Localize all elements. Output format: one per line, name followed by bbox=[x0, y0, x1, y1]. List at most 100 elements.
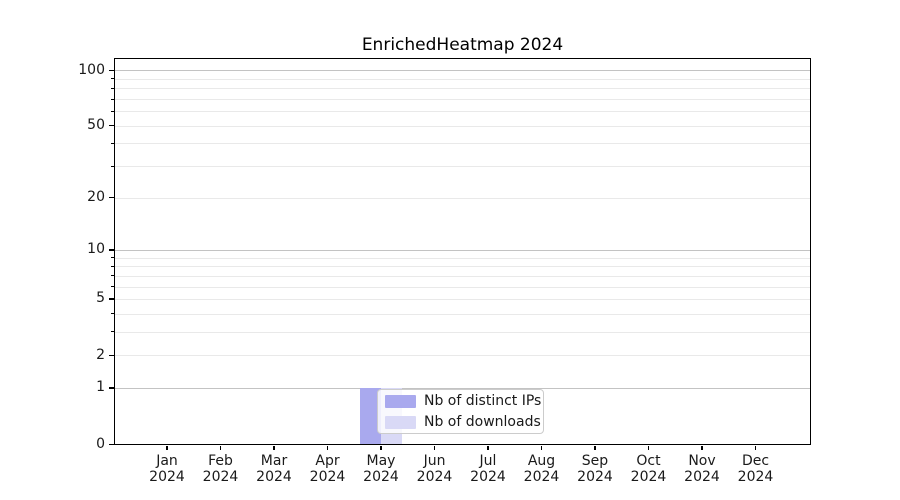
y-tick-mark bbox=[109, 443, 114, 445]
legend-swatch-icon bbox=[385, 394, 416, 408]
y-tick-mark bbox=[109, 387, 114, 389]
minor-gridline bbox=[115, 166, 810, 168]
x-tick-mark bbox=[326, 445, 329, 450]
y-minor-tick-mark bbox=[110, 98, 114, 100]
x-tick-label: Feb 2024 bbox=[193, 453, 249, 485]
x-tick-year: 2024 bbox=[523, 469, 560, 485]
minor-gridline bbox=[115, 78, 810, 80]
y-tick-label: 10 bbox=[87, 241, 105, 258]
bars-layer bbox=[115, 59, 810, 444]
y-tick-mark bbox=[109, 249, 114, 251]
y-tick-mark bbox=[109, 69, 114, 72]
legend-label: Nb of distinct IPs bbox=[424, 392, 542, 409]
y-minor-tick-mark bbox=[110, 313, 114, 315]
x-tick-year: 2024 bbox=[363, 469, 399, 485]
legend-entry: Nb of distinct IPs bbox=[385, 393, 541, 410]
minor-gridline bbox=[115, 125, 810, 127]
minor-gridline bbox=[115, 331, 810, 333]
x-tick-label: Jul 2024 bbox=[460, 453, 516, 485]
minor-gridline bbox=[115, 266, 810, 268]
y-tick-label: 100 bbox=[78, 61, 105, 78]
x-tick-label: Oct 2024 bbox=[621, 453, 677, 485]
x-tick-month: Nov bbox=[688, 453, 716, 469]
minor-gridline bbox=[115, 88, 810, 90]
x-tick-label: Dec 2024 bbox=[728, 453, 784, 485]
x-tick-mark bbox=[380, 445, 382, 450]
x-tick-label: Nov 2024 bbox=[674, 453, 730, 485]
x-tick-mark bbox=[433, 445, 436, 450]
y-minor-tick-mark bbox=[110, 286, 114, 287]
x-tick-year: 2024 bbox=[309, 469, 346, 485]
x-tick-mark bbox=[487, 445, 489, 450]
minor-gridline bbox=[115, 286, 810, 288]
minor-gridline bbox=[115, 313, 810, 315]
x-tick-mark bbox=[594, 445, 596, 450]
y-tick-label: 1 bbox=[96, 379, 105, 396]
y-tick-label: 0 bbox=[96, 435, 105, 452]
x-tick-label: Mar 2024 bbox=[246, 453, 302, 485]
legend-swatch-icon bbox=[385, 415, 416, 429]
x-tick-month: May bbox=[366, 453, 396, 469]
y-tick-mark bbox=[109, 298, 114, 300]
legend-entry: Nb of downloads bbox=[385, 414, 541, 431]
y-minor-tick-mark bbox=[110, 110, 114, 112]
legend-label: Nb of downloads bbox=[424, 413, 541, 430]
y-minor-tick-mark bbox=[110, 87, 114, 89]
x-tick-mark bbox=[219, 445, 222, 450]
x-tick-year: 2024 bbox=[202, 469, 239, 485]
x-tick-month: Feb bbox=[208, 453, 233, 469]
y-tick-label: 2 bbox=[96, 346, 105, 363]
y-minor-tick-mark bbox=[110, 165, 114, 167]
x-tick-mark bbox=[701, 445, 703, 450]
x-tick-month: Sep bbox=[581, 453, 609, 469]
y-tick-mark bbox=[109, 354, 114, 356]
y-tick-label: 5 bbox=[96, 290, 105, 307]
x-tick-month: Dec bbox=[741, 453, 770, 469]
x-tick-year: 2024 bbox=[737, 469, 774, 485]
legend: Nb of distinct IPs Nb of downloads bbox=[377, 389, 544, 434]
gridlines-layer bbox=[115, 59, 810, 444]
x-tick-year: 2024 bbox=[256, 469, 292, 485]
minor-gridline bbox=[115, 111, 810, 113]
minor-gridline bbox=[115, 99, 810, 100]
x-tick-year: 2024 bbox=[684, 469, 720, 485]
plot-area: Nb of distinct IPs Nb of downloads bbox=[114, 58, 811, 445]
minor-gridline bbox=[115, 143, 810, 145]
x-tick-mark bbox=[273, 445, 275, 450]
y-minor-tick-mark bbox=[110, 265, 114, 267]
y-minor-tick-mark bbox=[110, 142, 114, 144]
x-tick-year: 2024 bbox=[470, 469, 506, 485]
minor-gridline bbox=[115, 275, 810, 277]
x-tick-month: Jan bbox=[156, 453, 178, 469]
major-gridline bbox=[115, 70, 810, 72]
x-tick-year: 2024 bbox=[630, 469, 667, 485]
x-tick-mark bbox=[166, 445, 168, 450]
x-tick-month: Aug bbox=[527, 453, 556, 469]
major-gridline bbox=[115, 387, 810, 389]
x-tick-mark bbox=[754, 445, 757, 450]
minor-gridline bbox=[115, 257, 810, 259]
x-tick-label: May 2024 bbox=[353, 453, 409, 485]
minor-gridline bbox=[115, 298, 810, 300]
x-tick-month: Mar bbox=[260, 453, 288, 469]
y-minor-tick-mark bbox=[110, 78, 114, 80]
chart-title: EnrichedHeatmap 2024 bbox=[361, 35, 564, 55]
x-tick-month: Apr bbox=[315, 453, 340, 469]
y-minor-tick-mark bbox=[110, 331, 114, 333]
x-tick-month: Jul bbox=[479, 453, 497, 469]
major-gridline bbox=[115, 249, 810, 251]
x-tick-year: 2024 bbox=[577, 469, 613, 485]
x-tick-label: Sep 2024 bbox=[567, 453, 623, 485]
x-tick-mark bbox=[647, 445, 650, 450]
x-tick-year: 2024 bbox=[416, 469, 453, 485]
x-tick-year: 2024 bbox=[149, 469, 185, 485]
x-tick-label: Aug 2024 bbox=[514, 453, 570, 485]
x-tick-mark bbox=[540, 445, 543, 450]
y-tick-mark bbox=[109, 197, 114, 199]
x-tick-label: Apr 2024 bbox=[300, 453, 356, 485]
x-tick-month: Jun bbox=[423, 453, 446, 469]
x-tick-label: Jan 2024 bbox=[139, 453, 195, 485]
minor-gridline bbox=[115, 197, 810, 199]
y-tick-label: 20 bbox=[87, 189, 105, 206]
